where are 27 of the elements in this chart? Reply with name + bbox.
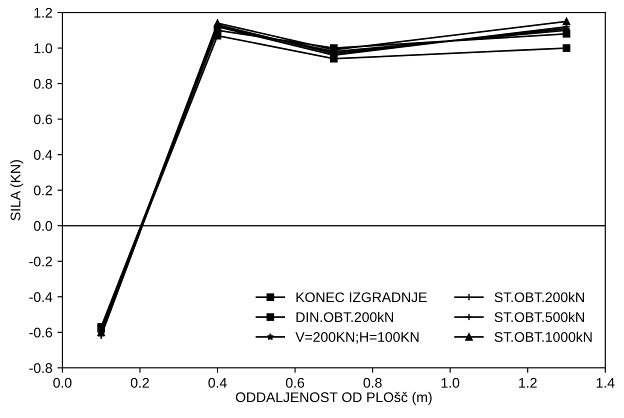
legend-label: ST.OBT.200kN [494, 292, 584, 302]
legend-label: ST.OBT.1000kN [494, 332, 592, 342]
y-axis-title: SILA (KN) [10, 160, 24, 220]
x-tick-label: 0.4 [208, 378, 227, 388]
x-axis-title: ODDALJENOST OD PLOšč (m) [236, 392, 432, 405]
x-tick-label: 1.0 [442, 378, 460, 388]
legend-label: V=200KN;H=100KN [295, 332, 419, 344]
y-tick-label: 1.0 [34, 43, 52, 54]
x-tick-label: 1.2 [519, 378, 537, 388]
x-tick-label: 1.4 [596, 378, 615, 388]
legend-label: DIN.OBT.200kN [296, 312, 394, 322]
y-tick-label: -0.8 [29, 363, 52, 374]
y-tick-label: 0.4 [34, 150, 52, 160]
y-tick-label: -0.6 [29, 328, 52, 338]
x-tick-label: 0.0 [53, 378, 72, 388]
legend-label: KONEC IZGRADNJE [296, 292, 427, 302]
x-tick-label: 0.8 [364, 378, 382, 388]
x-tick-label: 0.6 [286, 378, 304, 388]
y-tick-label: 0.8 [34, 78, 52, 89]
y-tick-label: 0.0 [34, 221, 52, 231]
legend-label: ST.OBT.500kN [494, 312, 584, 322]
y-tick-label: 0.6 [34, 114, 52, 124]
y-tick-label: -0.2 [29, 256, 52, 266]
y-tick-label: 0.2 [34, 186, 52, 196]
x-tick-label: 0.2 [130, 378, 149, 388]
y-tick-label: 1.2 [34, 8, 52, 18]
y-tick-label: -0.4 [29, 292, 52, 302]
